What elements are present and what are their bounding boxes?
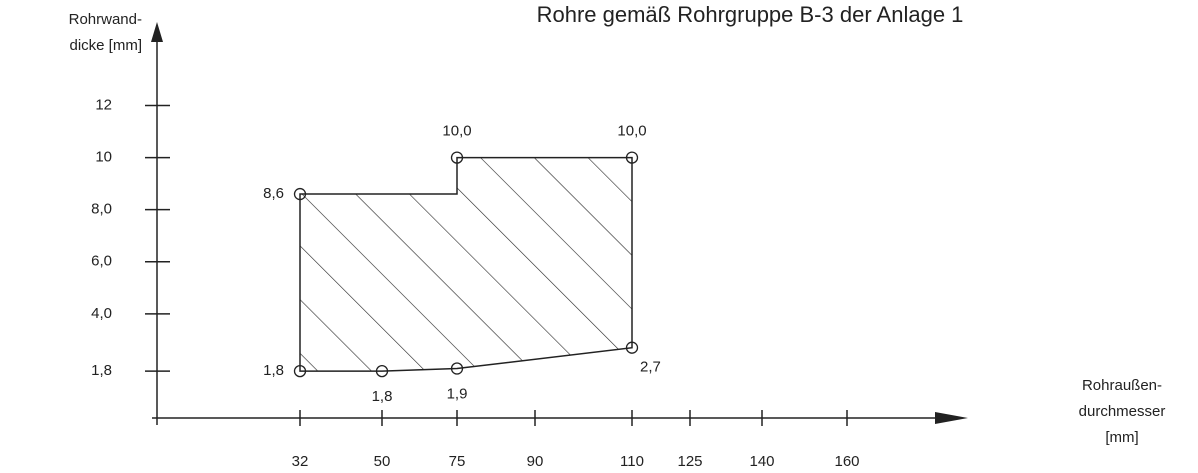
x-tick-label: 160 [834, 453, 859, 470]
y-tick-label: 8,0 [91, 201, 112, 218]
point [450, 362, 464, 375]
y-axis-arrow [151, 22, 163, 42]
point-label: 1,8 [263, 362, 284, 379]
x-tick-label: 75 [449, 453, 466, 470]
point-label: 1,8 [372, 388, 393, 405]
point-label: 10,0 [442, 123, 471, 140]
x-axis-label: Rohraußen- [1082, 377, 1162, 394]
y-axis-label: Rohrwand- [69, 11, 142, 28]
point [293, 187, 307, 201]
y-tick-label: 10 [95, 149, 112, 166]
point-label: 1,9 [447, 385, 468, 402]
point [293, 364, 307, 378]
y-tick-label: 12 [95, 96, 112, 113]
y-axis-label: dicke [mm] [69, 37, 142, 54]
y-tick-label: 6,0 [91, 253, 112, 270]
x-tick-label: 32 [292, 453, 309, 470]
y-tick-label: 1,8 [91, 362, 112, 379]
x-tick-label: 50 [374, 453, 391, 470]
point [625, 151, 639, 164]
point [450, 151, 464, 164]
point-label: 2,7 [640, 359, 661, 376]
valid-region [299, 156, 633, 372]
x-tick-label: 90 [527, 453, 544, 470]
x-tick-label: 140 [749, 453, 774, 470]
chart-title: Rohre gemäß Rohrgruppe B-3 der Anlage 1 [537, 2, 964, 27]
y-tick-label: 4,0 [91, 305, 112, 322]
x-axis-arrow [935, 412, 968, 424]
point-label: 10,0 [617, 123, 646, 140]
point [375, 364, 389, 378]
x-tick-label: 110 [620, 453, 644, 470]
x-axis-label: durchmesser [1079, 403, 1166, 420]
x-tick-label: 125 [677, 453, 702, 470]
x-axis-label: [mm] [1105, 429, 1138, 446]
point-label: 8,6 [263, 185, 284, 202]
point [625, 341, 639, 354]
